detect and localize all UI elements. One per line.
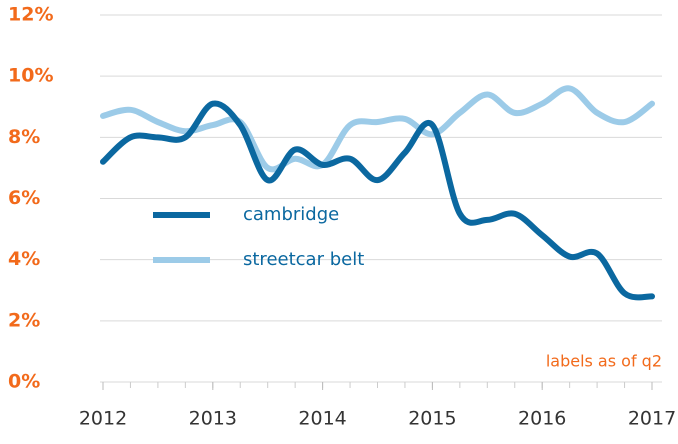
legend-label: cambridge [243, 204, 339, 225]
y-tick-label: 2% [8, 309, 40, 331]
y-tick-label: 8% [8, 126, 40, 148]
annotation: labels as of q2 [546, 352, 662, 371]
y-tick-label: 12% [8, 4, 53, 26]
series-line [100, 85, 655, 173]
y-tick-label: 10% [8, 65, 53, 87]
x-tick-label: 2013 [189, 408, 237, 430]
series-line [100, 100, 655, 301]
x-tick-label: 2016 [518, 408, 566, 430]
legend-label: streetcar belt [243, 249, 364, 270]
y-tick-label: 6% [8, 187, 40, 209]
y-tick-label: 0% [8, 371, 40, 393]
x-tick-label: 2017 [628, 408, 676, 430]
x-tick-label: 2014 [298, 408, 346, 430]
x-tick-label: 2015 [408, 408, 456, 430]
x-tick-label: 2012 [79, 408, 127, 430]
y-tick-label: 4% [8, 248, 40, 270]
